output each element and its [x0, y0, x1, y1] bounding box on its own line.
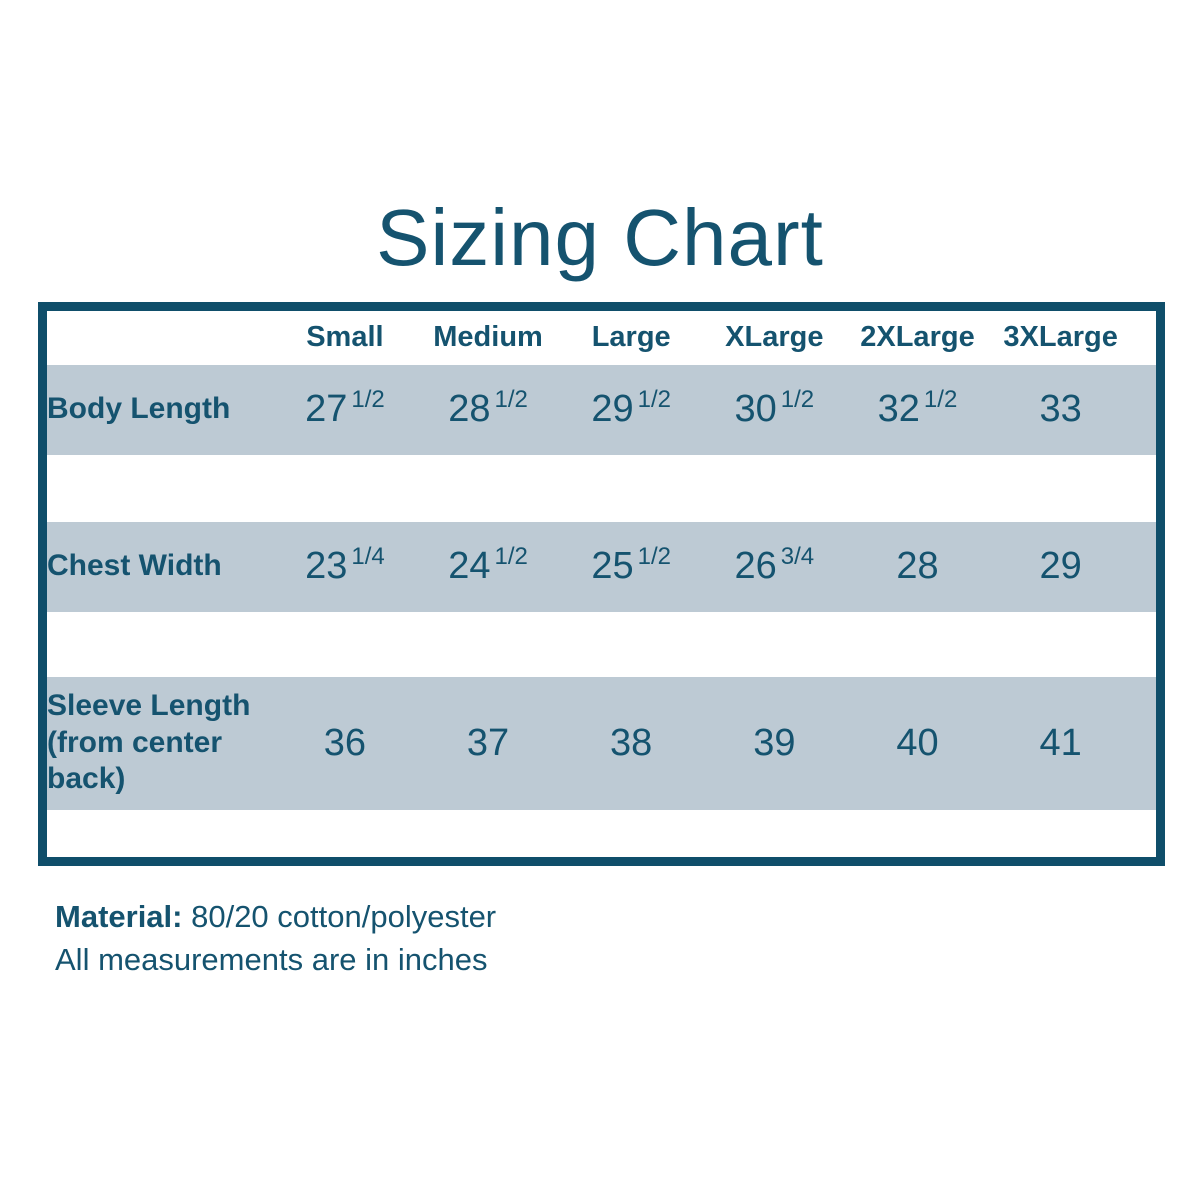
right-gutter — [1132, 365, 1160, 455]
value-cell: 30 1/2 — [734, 386, 815, 430]
table-row-chest-width: Chest Width 23 1/4 24 1/2 25 1/2 26 3/4 28 2… — [42, 521, 1161, 612]
value-cell: 23 1/4 — [305, 543, 385, 587]
spacer-row — [42, 454, 1161, 522]
col-header-large: Large — [591, 321, 671, 354]
value-cell: 39 — [753, 721, 796, 764]
value-cell: 29 1/2 — [591, 386, 672, 430]
spacer-row — [42, 611, 1161, 677]
table-row-sleeve-length: Sleeve Length (from center back) 36 37 3… — [42, 676, 1161, 810]
value-cell: 26 3/4 — [734, 543, 815, 587]
value-cell: 33 — [1039, 388, 1082, 430]
value-cell: 25 1/2 — [591, 543, 672, 587]
measurements-note: All measurements are in inches — [55, 941, 488, 977]
value-cell: 38 — [610, 721, 653, 764]
row-label-sleeve-length: Sleeve Length (from center back) — [47, 689, 251, 796]
value-cell: 36 — [323, 721, 367, 764]
fraction-superscript: 1/2 — [637, 543, 672, 570]
right-gutter — [1132, 307, 1160, 365]
value-cell: 41 — [1039, 721, 1082, 764]
col-header-small: Small — [306, 321, 384, 354]
fraction-superscript: 1/2 — [780, 386, 815, 413]
fraction-superscript: 3/4 — [780, 543, 815, 570]
sizing-table: Small Medium Large XLarge 2XLarge 3XLarg… — [38, 302, 1165, 866]
value-cell: 27 1/2 — [305, 386, 385, 430]
value-cell: 37 — [466, 721, 510, 764]
table-row-body-length: Body Length 27 1/2 28 1/2 29 1/2 30 1/2 32 1/… — [42, 364, 1161, 455]
value-cell: 28 — [896, 545, 939, 587]
right-gutter — [1132, 522, 1160, 612]
fraction-superscript: 1/4 — [351, 543, 385, 570]
col-header-2xlarge: 2XLarge — [860, 321, 975, 354]
value-cell: 24 1/2 — [448, 543, 528, 587]
spacer-row — [42, 809, 1161, 862]
fraction-superscript: 1/2 — [351, 386, 385, 413]
fraction-superscript: 1/2 — [637, 386, 672, 413]
material-label: Material: — [55, 899, 183, 934]
row-label-chest-width: Chest Width — [47, 549, 222, 583]
value-cell: 32 1/2 — [877, 386, 958, 430]
footer-notes: Material: 80/20 cotton/polyester All mea… — [55, 896, 1200, 982]
fraction-superscript: 1/2 — [494, 543, 528, 570]
value-cell: 29 — [1039, 545, 1082, 587]
material-note: Material: 80/20 cotton/polyester — [55, 896, 1200, 939]
row-label-body-length: Body Length — [47, 392, 231, 426]
value-cell: 28 1/2 — [448, 386, 528, 430]
fraction-superscript: 1/2 — [923, 386, 958, 413]
page-title: Sizing Chart — [376, 193, 824, 282]
empty-corner-cell — [43, 307, 274, 365]
value-cell: 40 — [896, 721, 939, 764]
material-value: 80/20 cotton/polyester — [182, 899, 497, 934]
size-header-row: Small Medium Large XLarge 2XLarge 3XLarg… — [42, 306, 1161, 365]
right-gutter — [1132, 677, 1160, 810]
fraction-superscript: 1/2 — [494, 386, 528, 413]
col-header-medium: Medium — [433, 321, 543, 354]
col-header-xlarge: XLarge — [725, 321, 824, 354]
col-header-3xlarge: 3XLarge — [1003, 321, 1118, 354]
